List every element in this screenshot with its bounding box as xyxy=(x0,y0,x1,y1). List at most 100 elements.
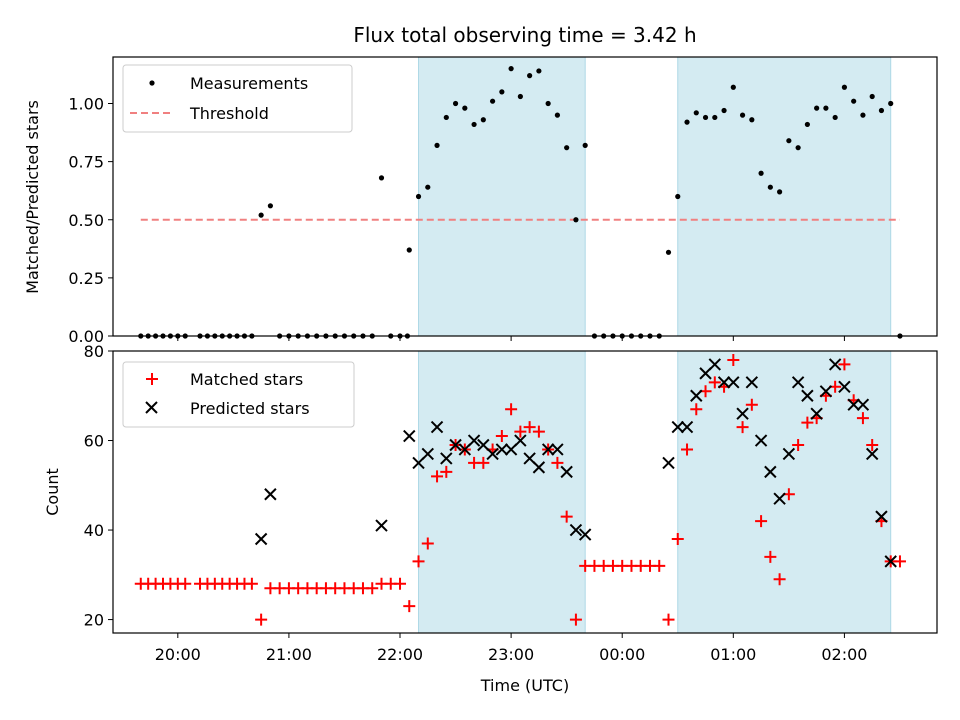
matched-stars-point xyxy=(708,376,721,389)
threshold-legend-label: Threshold xyxy=(189,104,269,123)
matched-stars-point xyxy=(394,577,407,590)
measurement-point xyxy=(721,107,727,114)
measurement-point xyxy=(777,189,783,195)
predicted-legend-marker xyxy=(145,401,158,414)
measurement-point xyxy=(471,121,477,128)
matched-stars-point xyxy=(366,582,379,595)
measurement-point xyxy=(267,203,273,209)
measurement-point xyxy=(832,114,838,121)
measurement-point xyxy=(443,114,449,121)
predicted-stars-point xyxy=(875,510,888,523)
measurement-point xyxy=(462,105,468,111)
ratio-legend-box xyxy=(122,64,353,133)
measurements-legend-label: Measurements xyxy=(190,74,308,93)
y-tick-label: 20 xyxy=(84,611,104,630)
measurement-point xyxy=(758,170,764,176)
predicted-stars-point xyxy=(745,376,759,389)
measurement-point xyxy=(888,100,894,107)
matched-legend-label: Matched stars xyxy=(190,370,303,389)
matched-stars-point xyxy=(893,555,906,568)
measurement-point xyxy=(767,184,773,190)
matched-stars-point xyxy=(412,555,425,568)
x-tick-label: 20:00 xyxy=(155,645,201,664)
predicted-stars-point xyxy=(430,420,444,434)
count-panel: 20:00 21:00 22:00 23:00 00:00 01:00 02:00 20 40 6… xyxy=(43,342,938,695)
measurement-point xyxy=(480,117,486,123)
matched-stars-point xyxy=(431,470,444,483)
matched-stars-point xyxy=(653,559,666,572)
predicted-stars-point xyxy=(847,398,860,411)
x-tick-label: 01:00 xyxy=(710,645,756,664)
matched-stars-point xyxy=(403,600,416,613)
predicted-stars-point xyxy=(541,443,555,456)
y-tick-label: 60 xyxy=(84,432,104,451)
measurement-point xyxy=(425,184,431,190)
measurement-point xyxy=(749,117,755,123)
observing-window-1 xyxy=(418,56,586,337)
matched-stars-point xyxy=(764,550,777,563)
predicted-stars-point xyxy=(810,407,823,420)
measurement-point xyxy=(378,175,385,181)
predicted-stars-point xyxy=(449,438,462,452)
matched-stars-point xyxy=(755,515,768,528)
matched-stars-point xyxy=(856,412,869,425)
predicted-stars-point xyxy=(440,452,453,465)
measurements-legend-marker xyxy=(149,80,155,86)
matched-stars-point xyxy=(477,456,490,469)
predicted-stars-point xyxy=(680,420,694,434)
predicted-stars-point xyxy=(791,376,805,389)
matched-stars-point xyxy=(736,421,749,434)
measurement-point xyxy=(860,112,866,118)
measurement-point xyxy=(869,93,875,100)
measurement-point xyxy=(693,110,699,116)
predicted-stars-point xyxy=(551,443,564,456)
matched-stars-point xyxy=(801,416,814,429)
measurement-point xyxy=(675,193,681,200)
predicted-stars-point xyxy=(717,376,731,389)
matched-stars-point xyxy=(838,358,851,371)
measurement-point xyxy=(508,66,514,72)
measurement-point xyxy=(795,145,801,151)
x-tick-label: 23:00 xyxy=(488,645,534,664)
matched-stars-point xyxy=(245,577,258,590)
matched-stars-point xyxy=(569,613,582,626)
observing-window-2 xyxy=(677,56,892,337)
measurement-point xyxy=(841,84,848,90)
matched-stars-point xyxy=(681,443,694,456)
predicted-stars-point xyxy=(375,519,388,532)
measurement-point xyxy=(665,249,672,255)
chart-title: Flux total observing time = 3.42 h xyxy=(353,23,696,47)
x-tick-label: 00:00 xyxy=(599,645,645,664)
predicted-stars-point xyxy=(884,555,897,568)
predicted-stars-point xyxy=(736,407,749,420)
matched-stars-point xyxy=(440,465,453,478)
measurement-point xyxy=(786,138,792,144)
ratio-panel-frame xyxy=(112,56,938,337)
x-tick-label: 21:00 xyxy=(266,645,312,664)
predicted-stars-point xyxy=(467,434,481,447)
y-tick-label: 1.00 xyxy=(68,95,104,114)
ratio-legend: Measurements Threshold xyxy=(122,64,353,133)
measurement-point xyxy=(823,105,829,111)
predicted-stars-point xyxy=(421,447,434,461)
predicted-stars-point xyxy=(690,389,703,402)
measurement-point xyxy=(258,212,264,218)
measurement-point xyxy=(684,119,690,125)
y-tick-label: 0.25 xyxy=(68,269,104,288)
predicted-stars-point xyxy=(662,456,675,470)
predicted-stars-point xyxy=(828,358,842,371)
y-tick-label: 80 xyxy=(84,342,104,361)
measurement-point xyxy=(712,114,718,121)
predicted-stars-point xyxy=(708,358,722,371)
measurement-point xyxy=(804,121,810,128)
predicted-stars-point xyxy=(560,465,573,479)
matched-stars-point xyxy=(560,510,573,523)
measurement-point xyxy=(582,142,588,148)
measurement-point xyxy=(545,100,551,107)
matched-stars-point xyxy=(866,439,879,451)
matched-stars-point xyxy=(505,403,518,416)
count-legend: Matched stars Predicted stars xyxy=(122,361,355,428)
matched-stars-point xyxy=(514,425,527,438)
measurement-point xyxy=(517,93,523,100)
